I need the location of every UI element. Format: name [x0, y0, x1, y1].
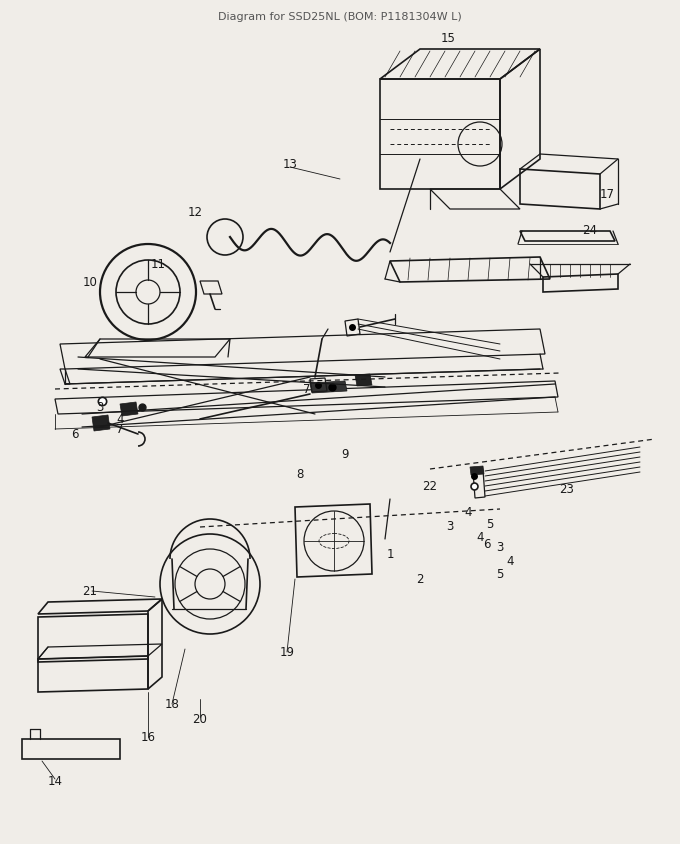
Text: 13: 13	[283, 159, 297, 171]
Text: 7: 7	[303, 383, 311, 396]
Text: 2: 2	[416, 573, 424, 586]
Text: 6: 6	[483, 538, 491, 551]
Text: 1: 1	[386, 548, 394, 560]
Text: 4: 4	[506, 555, 514, 568]
Text: 3: 3	[446, 520, 454, 533]
Text: 14: 14	[48, 775, 63, 787]
Text: 20: 20	[192, 712, 207, 726]
Text: 23: 23	[560, 483, 575, 496]
Text: 8: 8	[296, 468, 304, 481]
Text: 24: 24	[583, 223, 598, 236]
Text: 7: 7	[116, 423, 124, 436]
Polygon shape	[310, 381, 347, 393]
Text: 9: 9	[341, 448, 349, 461]
Text: 3: 3	[97, 401, 103, 414]
Polygon shape	[92, 415, 110, 431]
Text: 18: 18	[165, 698, 180, 711]
Text: 22: 22	[422, 480, 437, 493]
Text: 10: 10	[82, 276, 97, 289]
Text: 5: 5	[486, 518, 494, 531]
Text: 16: 16	[141, 731, 156, 744]
Polygon shape	[120, 403, 138, 416]
Text: 11: 11	[150, 258, 165, 271]
Text: 3: 3	[496, 541, 504, 554]
Text: 4: 4	[476, 531, 483, 544]
Text: 17: 17	[600, 188, 615, 201]
Text: 19: 19	[279, 646, 294, 658]
Text: 12: 12	[188, 206, 203, 219]
Text: 4: 4	[116, 413, 124, 426]
Text: Diagram for SSD25NL (BOM: P1181304W L): Diagram for SSD25NL (BOM: P1181304W L)	[218, 12, 462, 22]
Text: 21: 21	[82, 585, 97, 598]
Text: 4: 4	[464, 505, 472, 518]
Polygon shape	[470, 467, 484, 475]
Text: 5: 5	[496, 568, 504, 581]
Text: 6: 6	[71, 428, 79, 441]
Polygon shape	[355, 375, 372, 387]
Text: 15: 15	[441, 31, 456, 45]
